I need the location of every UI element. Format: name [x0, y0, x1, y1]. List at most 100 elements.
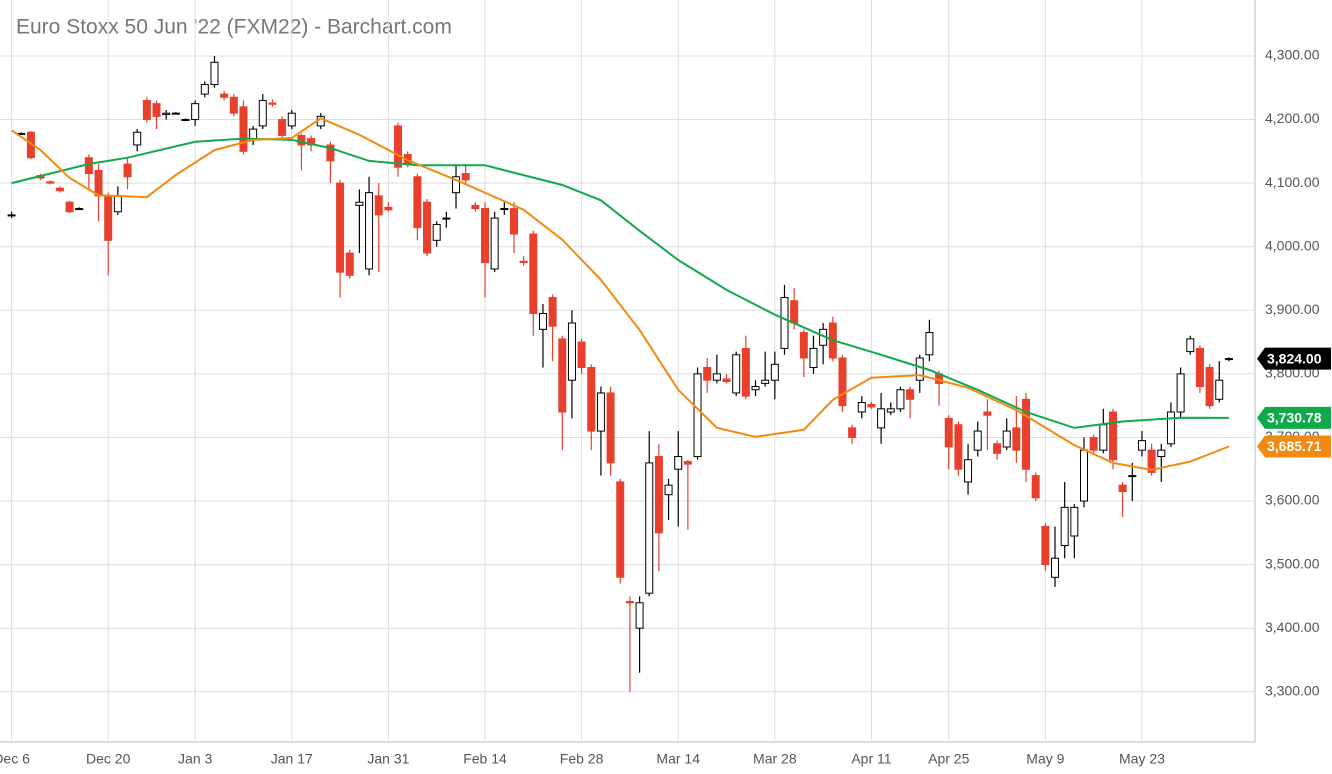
candle-body: [983, 411, 992, 416]
candle-body: [480, 208, 489, 264]
candle-body: [326, 144, 335, 162]
candle-body: [616, 481, 625, 578]
candle-body: [287, 112, 296, 127]
price-label: 3,730.78: [1267, 410, 1322, 426]
candle-body: [278, 119, 287, 136]
candle-body: [751, 386, 760, 391]
price-label: 3,685.71: [1267, 438, 1322, 454]
candle-body: [1002, 430, 1011, 448]
candle-body: [171, 112, 180, 115]
moving-average: [11, 137, 1229, 429]
chart-title: Euro Stoxx 50 Jun '22 (FXM22) - Barchart…: [16, 16, 452, 39]
candle-body: [538, 312, 547, 330]
x-tick-label: Mar 14: [656, 751, 700, 767]
candle-body: [848, 427, 857, 438]
candle-body: [780, 297, 789, 349]
candle-body: [1195, 347, 1204, 388]
y-tick-label: 4,300.00: [1265, 47, 1320, 63]
candle-body: [1099, 424, 1108, 451]
candle-body: [693, 373, 702, 458]
y-tick-label: 3,300.00: [1265, 682, 1320, 698]
candle-body: [1186, 338, 1195, 353]
candle-body: [654, 456, 663, 534]
candle-body: [65, 201, 74, 213]
candle-body: [152, 103, 161, 117]
candle-body: [432, 223, 441, 241]
candle-body: [394, 125, 403, 168]
x-tick-label: Jan 31: [367, 751, 409, 767]
candle-body: [857, 401, 866, 413]
candle-body: [1041, 525, 1050, 566]
candle-body: [529, 233, 538, 314]
candle-body: [162, 112, 171, 115]
candle-body: [1166, 411, 1175, 445]
candle-body: [877, 408, 886, 429]
candle-body: [722, 378, 731, 382]
candle-body: [964, 459, 973, 483]
candle-body: [587, 367, 596, 432]
y-tick-label: 4,000.00: [1265, 237, 1320, 253]
candle-body: [200, 84, 209, 95]
candle-body: [500, 208, 509, 211]
candle-body: [741, 347, 750, 397]
x-tick-label: Jan 17: [271, 751, 313, 767]
candle-body: [490, 217, 499, 270]
candle-body: [712, 373, 721, 381]
candle-body: [1157, 449, 1166, 458]
candle-body: [461, 173, 470, 181]
candle-body: [1118, 484, 1127, 492]
candle-body: [452, 176, 461, 194]
candle-body: [838, 357, 847, 407]
candle-body: [558, 338, 567, 413]
candle-body: [471, 204, 480, 210]
candle-body: [1070, 506, 1079, 537]
candle-body: [1224, 358, 1233, 361]
candle-body: [906, 389, 915, 400]
candle-body: [239, 106, 248, 152]
candle-body: [413, 176, 422, 229]
candle-body: [220, 93, 229, 98]
candle-body: [683, 461, 692, 465]
candle-body: [596, 392, 605, 432]
y-tick-label: 3,600.00: [1265, 492, 1320, 508]
candle-body: [1089, 436, 1098, 451]
candle-body: [1060, 506, 1069, 547]
candle-body: [1137, 440, 1146, 451]
candle-body: [1205, 367, 1214, 407]
candle-body: [915, 357, 924, 381]
x-tick-label: May 9: [1026, 751, 1064, 767]
candle-body: [1051, 557, 1060, 578]
candle-body: [925, 332, 934, 356]
candle-body: [674, 456, 683, 470]
candle-body: [55, 187, 64, 192]
candle-body: [944, 417, 953, 448]
x-tick-label: May 23: [1119, 751, 1165, 767]
candle-body: [886, 408, 895, 413]
candle-body: [1022, 398, 1031, 470]
candle-body: [625, 600, 634, 604]
x-tick-label: Dec 20: [86, 751, 131, 767]
candle-body: [365, 192, 374, 270]
candle-body: [567, 322, 576, 381]
candle-body: [703, 367, 712, 381]
labels: 3,300.003,400.003,500.003,600.003,700.00…: [0, 47, 1331, 767]
candle-body: [113, 195, 122, 213]
candle-body: [7, 214, 16, 217]
x-tick-label: Apr 11: [851, 751, 891, 767]
candle-body: [1108, 411, 1117, 461]
candle-body: [374, 195, 383, 216]
candle-body: [1012, 427, 1021, 451]
candle-body: [548, 297, 557, 327]
grid: [0, 0, 1256, 743]
candle-body: [181, 119, 190, 122]
candle-body: [1031, 475, 1040, 499]
candle-body: [993, 443, 1002, 454]
candle-body: [896, 389, 905, 410]
candle-body: [442, 217, 451, 220]
candle-body: [635, 602, 644, 629]
x-tick-label: Mar 28: [753, 751, 797, 767]
candle-body: [345, 252, 354, 276]
y-tick-label: 4,100.00: [1265, 174, 1320, 190]
candle-body: [229, 96, 238, 114]
candle-body: [973, 430, 982, 451]
